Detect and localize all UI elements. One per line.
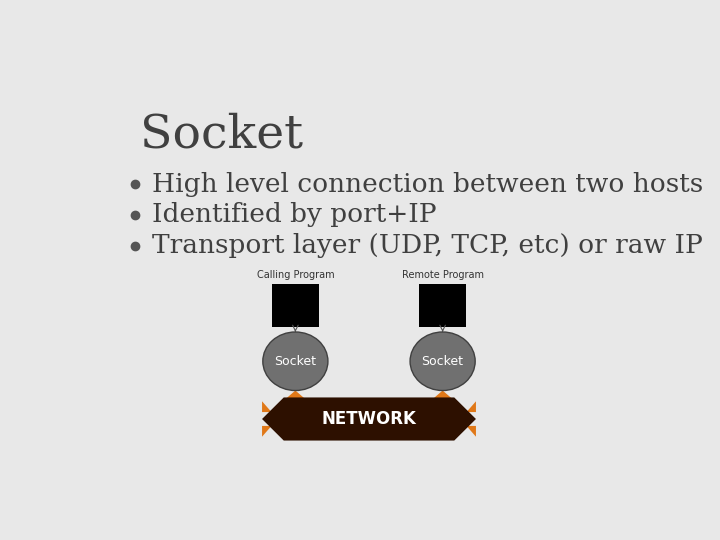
Text: Socket: Socket — [274, 355, 316, 368]
Bar — [419, 284, 466, 327]
Bar — [272, 284, 319, 327]
Polygon shape — [262, 397, 476, 441]
Polygon shape — [289, 412, 302, 426]
Text: Identified by port+IP: Identified by port+IP — [152, 202, 436, 227]
Polygon shape — [449, 401, 476, 437]
Text: NETWORK: NETWORK — [322, 410, 416, 428]
Polygon shape — [262, 401, 289, 437]
Text: Socket: Socket — [140, 112, 304, 158]
Ellipse shape — [410, 332, 475, 390]
Text: Calling Program: Calling Program — [256, 271, 334, 280]
Polygon shape — [425, 390, 461, 426]
Polygon shape — [277, 390, 313, 426]
Text: Transport layer (UDP, TCP, etc) or raw IP: Transport layer (UDP, TCP, etc) or raw I… — [152, 233, 703, 258]
Text: High level connection between two hosts: High level connection between two hosts — [152, 172, 703, 197]
Text: Remote Program: Remote Program — [402, 271, 484, 280]
Ellipse shape — [263, 332, 328, 390]
Polygon shape — [436, 412, 449, 426]
Text: Socket: Socket — [422, 355, 464, 368]
